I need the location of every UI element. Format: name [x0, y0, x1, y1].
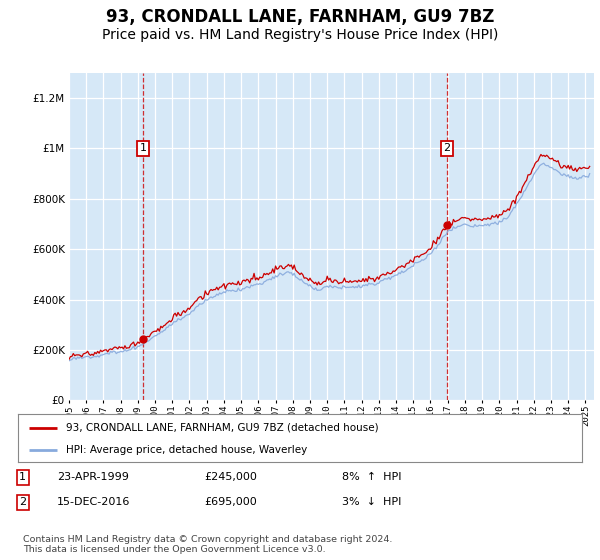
- Text: 2: 2: [19, 497, 26, 507]
- Text: 15-DEC-2016: 15-DEC-2016: [57, 497, 130, 507]
- Text: 8%  ↑  HPI: 8% ↑ HPI: [342, 472, 401, 482]
- Text: £245,000: £245,000: [204, 472, 257, 482]
- Text: HPI: Average price, detached house, Waverley: HPI: Average price, detached house, Wave…: [66, 445, 307, 455]
- Text: Contains HM Land Registry data © Crown copyright and database right 2024.
This d: Contains HM Land Registry data © Crown c…: [23, 535, 392, 554]
- Text: 93, CRONDALL LANE, FARNHAM, GU9 7BZ: 93, CRONDALL LANE, FARNHAM, GU9 7BZ: [106, 8, 494, 26]
- Text: 1: 1: [19, 472, 26, 482]
- Text: 93, CRONDALL LANE, FARNHAM, GU9 7BZ (detached house): 93, CRONDALL LANE, FARNHAM, GU9 7BZ (det…: [66, 423, 379, 433]
- Text: 2: 2: [443, 143, 451, 153]
- Text: 23-APR-1999: 23-APR-1999: [57, 472, 129, 482]
- Text: £695,000: £695,000: [204, 497, 257, 507]
- Text: 3%  ↓  HPI: 3% ↓ HPI: [342, 497, 401, 507]
- Text: Price paid vs. HM Land Registry's House Price Index (HPI): Price paid vs. HM Land Registry's House …: [102, 28, 498, 42]
- Text: 1: 1: [140, 143, 146, 153]
